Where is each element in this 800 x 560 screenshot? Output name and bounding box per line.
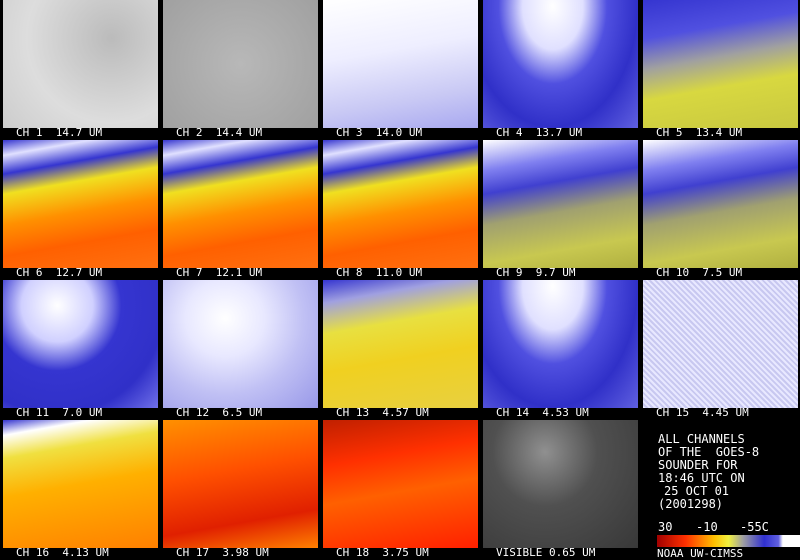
channel-label: CH 14 4.53 UM	[496, 406, 589, 419]
channel-panel: CH 2 14.4 UM	[160, 0, 320, 140]
satellite-image	[323, 140, 478, 268]
channel-panel: CH 10 7.5 UM	[640, 140, 800, 280]
channel-label: CH 12 6.5 UM	[176, 406, 263, 419]
satellite-image	[163, 140, 318, 268]
channel-panel: CH 6 12.7 UM	[0, 140, 160, 280]
colorbar	[657, 535, 800, 547]
satellite-image	[163, 280, 318, 408]
satellite-image	[323, 420, 478, 548]
channel-label: CH 5 13.4 UM	[656, 126, 743, 139]
colorbar-label: -10	[696, 520, 718, 534]
info-text: SOUNDER FOR	[658, 458, 738, 472]
satellite-image	[3, 420, 158, 548]
channel-panel: CH 15 4.45 UM	[640, 280, 800, 420]
info-text: ALL CHANNELS	[658, 432, 745, 446]
channel-panel: CH 8 11.0 UM	[320, 140, 480, 280]
channel-panel: CH 3 14.0 UM	[320, 0, 480, 140]
info-panel: ALL CHANNELS OF THE GOES-8 SOUNDER FOR 18:4…	[640, 420, 800, 560]
channel-label: CH 1 14.7 UM	[16, 126, 103, 139]
channel-label: CH 9 9.7 UM	[496, 266, 576, 279]
channel-label: CH 7 12.1 UM	[176, 266, 263, 279]
channel-label: CH 13 4.57 UM	[336, 406, 429, 419]
channel-label: CH 8 11.0 UM	[336, 266, 423, 279]
colorbar-label: -55C	[740, 520, 769, 534]
satellite-image	[323, 280, 478, 408]
satellite-image	[483, 280, 638, 408]
channel-panel: CH 17 3.98 UM	[160, 420, 320, 560]
satellite-image	[163, 420, 318, 548]
satellite-image	[483, 420, 638, 548]
satellite-image	[323, 0, 478, 128]
channel-label: CH 17 3.98 UM	[176, 546, 269, 559]
info-text: OF THE GOES-8	[658, 445, 760, 459]
channel-panel: CH 14 4.53 UM	[480, 280, 640, 420]
satellite-image	[483, 0, 638, 128]
channel-panel: CH 12 6.5 UM	[160, 280, 320, 420]
channel-label: CH 2 14.4 UM	[176, 126, 263, 139]
info-text: 25 OCT 01	[664, 484, 730, 498]
info-text: 18:46 UTC ON	[658, 471, 745, 485]
satellite-image	[3, 0, 158, 128]
colorbar-label: 30	[658, 520, 673, 534]
satellite-image	[643, 140, 798, 268]
channel-panel: CH 13 4.57 UM	[320, 280, 480, 420]
channel-label: CH 11 7.0 UM	[16, 406, 103, 419]
channel-panel: CH 7 12.1 UM	[160, 140, 320, 280]
satellite-image	[3, 140, 158, 268]
channel-panel: CH 9 9.7 UM	[480, 140, 640, 280]
channel-label: CH 6 12.7 UM	[16, 266, 103, 279]
channel-label: CH 3 14.0 UM	[336, 126, 423, 139]
channel-label: CH 4 13.7 UM	[496, 126, 583, 139]
satellite-image	[163, 0, 318, 128]
channel-panel: CH 4 13.7 UM	[480, 0, 640, 140]
satellite-image	[483, 140, 638, 268]
channel-panel: CH 5 13.4 UM	[640, 0, 800, 140]
channel-panel: CH 16 4.13 UM	[0, 420, 160, 560]
channel-panel: CH 18 3.75 UM	[320, 420, 480, 560]
channel-label: CH 10 7.5 UM	[656, 266, 743, 279]
satellite-image	[3, 280, 158, 408]
channel-label: CH 16 4.13 UM	[16, 546, 109, 559]
satellite-image	[643, 0, 798, 128]
channel-label: CH 15 4.45 UM	[656, 406, 749, 419]
channel-panel: CH 11 7.0 UM	[0, 280, 160, 420]
credit: NOAA UW-CIMSS	[657, 547, 744, 560]
channel-label: VISIBLE 0.65 UM	[496, 546, 596, 559]
channel-panel: VISIBLE 0.65 UM	[480, 420, 640, 560]
satellite-image	[643, 280, 798, 408]
channel-label: CH 18 3.75 UM	[336, 546, 429, 559]
info-text: (2001298)	[658, 497, 724, 511]
channel-panel: CH 1 14.7 UM	[0, 0, 160, 140]
